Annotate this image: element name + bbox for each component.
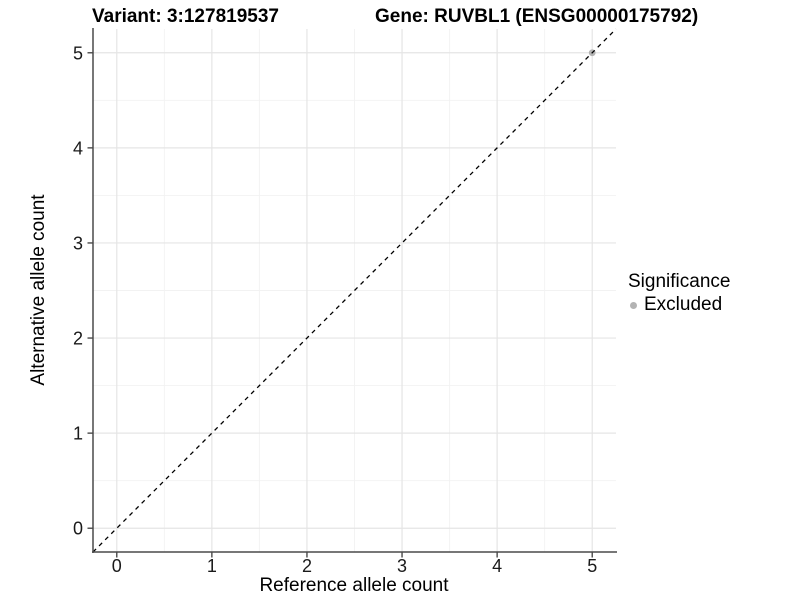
gene-title: Gene: RUVBL1 (ENSG00000175792) xyxy=(375,6,699,27)
x-tick-label: 3 xyxy=(397,556,407,576)
legend-title: Significance xyxy=(628,271,731,292)
x-tick-label: 1 xyxy=(207,556,217,576)
x-axis-title: Reference allele count xyxy=(259,575,449,596)
y-tick-label: 4 xyxy=(73,138,83,158)
variant-title: Variant: 3:127819537 xyxy=(92,6,279,27)
legend-item-excluded: Excluded xyxy=(628,294,730,316)
y-tick-label: 2 xyxy=(73,329,83,349)
x-tick-label: 0 xyxy=(112,556,122,576)
excluded-point-icon xyxy=(630,301,637,309)
y-tick-label: 1 xyxy=(73,424,83,444)
y-tick-label: 5 xyxy=(73,43,83,63)
y-axis-title: Alternative allele count xyxy=(28,194,49,386)
plot-panel: 0 1 2 3 4 5 0 1 2 3 4 5 xyxy=(73,28,617,576)
x-tick-label: 2 xyxy=(302,556,312,576)
x-tick-label: 5 xyxy=(587,556,597,576)
y-tick-label: 0 xyxy=(73,519,83,539)
legend: Significance Excluded xyxy=(628,271,730,316)
identity-reference-line xyxy=(92,28,617,553)
x-tick-label: 4 xyxy=(492,556,502,576)
legend-item-label: Excluded xyxy=(644,294,723,315)
y-tick-label: 3 xyxy=(73,233,83,253)
